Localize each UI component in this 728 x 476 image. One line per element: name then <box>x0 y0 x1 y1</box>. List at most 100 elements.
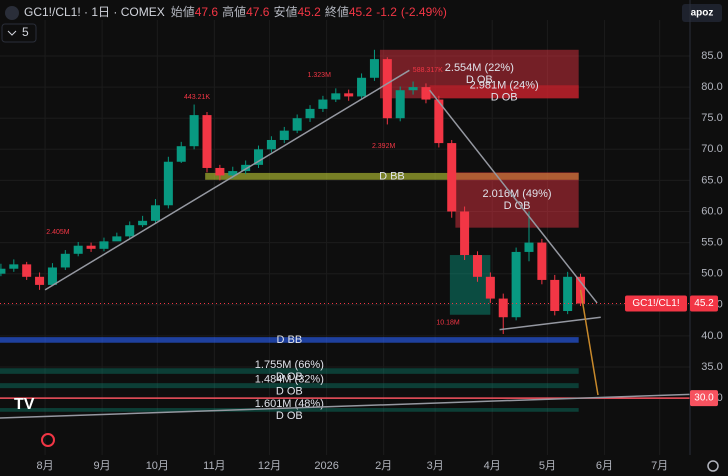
price-tag-value-box <box>690 295 718 312</box>
candle-body <box>176 146 186 162</box>
price-tag-box <box>625 295 687 312</box>
hline-tag: 30.0 <box>694 393 714 404</box>
x-tick-label: 8月 <box>37 460 54 472</box>
y-tick-label: 35.0 <box>701 361 722 373</box>
title: GC1!/CL1! · 1日 · COMEX <box>24 5 165 19</box>
candle-body <box>125 225 135 237</box>
price-tag-name: GC1!/CL1! <box>632 298 679 309</box>
x-tick-label: 5月 <box>539 460 556 472</box>
candle-body <box>60 253 70 268</box>
candle-body <box>47 267 57 285</box>
volume-label: 1.323M <box>308 72 332 79</box>
candle-body <box>318 99 328 109</box>
zone-label: 1.755M (66%) <box>255 359 324 371</box>
zone-label: D OB <box>466 74 493 86</box>
candle-body <box>485 276 495 299</box>
zone <box>429 85 579 99</box>
y-tick-label: 65.0 <box>701 174 722 186</box>
zone-label: 2.981M (24%) <box>470 80 539 92</box>
candle-body <box>254 149 264 165</box>
ohlc-label: 安値 <box>273 4 297 19</box>
candle-body <box>498 298 508 318</box>
candle-body <box>395 90 405 119</box>
y-tick-label: 70.0 <box>701 143 722 155</box>
candle-body <box>511 251 521 318</box>
ohlc-value: 45.2 <box>297 5 321 19</box>
zone <box>455 172 579 228</box>
header: GC1!/CL1! · 1日 · COMEX 始値47.6 高値47.6 安値45.2… <box>1 4 722 43</box>
candle-body <box>305 108 315 119</box>
candle-body <box>460 211 470 256</box>
zone-label: D OB <box>276 410 303 422</box>
candle-body <box>563 276 573 312</box>
candle-body <box>112 236 122 242</box>
x-tick-label: 4月 <box>484 460 501 472</box>
symbol-icon <box>5 6 19 20</box>
candle-body <box>408 87 418 91</box>
x-tick-label: 2月 <box>375 460 392 472</box>
ohlc-label: 高値 <box>222 4 246 19</box>
candle-body <box>550 279 560 312</box>
zone-label: D BB <box>276 334 302 346</box>
candle-body <box>382 59 392 119</box>
ohlc-label: 終値 <box>325 4 349 19</box>
header-text: GC1!/CL1! · 1日 · COMEX 始値47.6 高値47.6 安値45.2… <box>24 4 447 19</box>
change-pct: (-2.49%) <box>401 5 447 19</box>
candle-body <box>357 77 367 97</box>
candle-body <box>99 241 109 249</box>
y-tick-label: 40.0 <box>701 330 722 342</box>
hline-tag-box <box>690 390 718 407</box>
x-tick-label: 2026 <box>314 460 338 472</box>
zone-label: D OB <box>276 386 303 398</box>
y-tick-label: 80.0 <box>701 81 722 93</box>
candle-body <box>266 139 276 150</box>
zone-label: D OB <box>491 92 518 104</box>
candle-body <box>331 93 341 100</box>
candle-body <box>202 115 212 168</box>
zone <box>449 255 491 315</box>
candle-body <box>537 242 547 280</box>
candle-body <box>9 264 19 269</box>
zone <box>0 368 579 374</box>
alert-icon[interactable] <box>41 433 55 447</box>
indicator-toggle[interactable] <box>1 23 37 43</box>
candle-body <box>228 171 238 176</box>
trend-line <box>0 393 690 419</box>
settings-icon[interactable] <box>707 460 719 472</box>
x-tick-label: 6月 <box>596 460 613 472</box>
candle-body <box>447 143 457 212</box>
zone <box>205 172 579 180</box>
candle-body <box>163 161 173 206</box>
zone <box>0 337 579 343</box>
candle-body <box>524 242 534 252</box>
candle-body <box>241 164 251 172</box>
candle-body <box>369 59 379 78</box>
candle-body <box>22 264 32 277</box>
x-tick-label: 9月 <box>94 460 111 472</box>
y-tick-label: 55.0 <box>701 237 722 249</box>
logo: TV <box>14 396 35 413</box>
y-tick-label: 60.0 <box>701 205 722 217</box>
user-badge[interactable] <box>682 4 722 22</box>
volume-label: 10.18M <box>436 320 460 327</box>
candle-body <box>421 87 431 100</box>
trend-line <box>44 69 410 291</box>
plot-area: 2.554M (22%)D OB2.981M (24%)D OBD BB2.01… <box>0 20 690 455</box>
volume-label: 2.405M <box>46 229 70 236</box>
candle-body <box>215 167 225 176</box>
x-tick-label: 11月 <box>203 460 225 472</box>
volume-label: 588.317K <box>413 67 443 74</box>
zone <box>0 408 579 412</box>
zone <box>0 383 579 389</box>
x-tick-label: 12月 <box>258 460 281 472</box>
change: -1.2 <box>376 5 397 19</box>
zone-label: 2.554M (22%) <box>445 62 514 74</box>
y-tick-label: 50.0 <box>701 268 722 280</box>
y-tick-label: 75.0 <box>701 112 722 124</box>
candle-body <box>35 276 45 285</box>
candle-body <box>189 115 199 147</box>
volume-label: 443.21K <box>184 94 210 101</box>
zone-label: 1.484M (32%) <box>255 374 324 386</box>
trend-line <box>429 89 598 304</box>
candle-body <box>0 268 6 274</box>
